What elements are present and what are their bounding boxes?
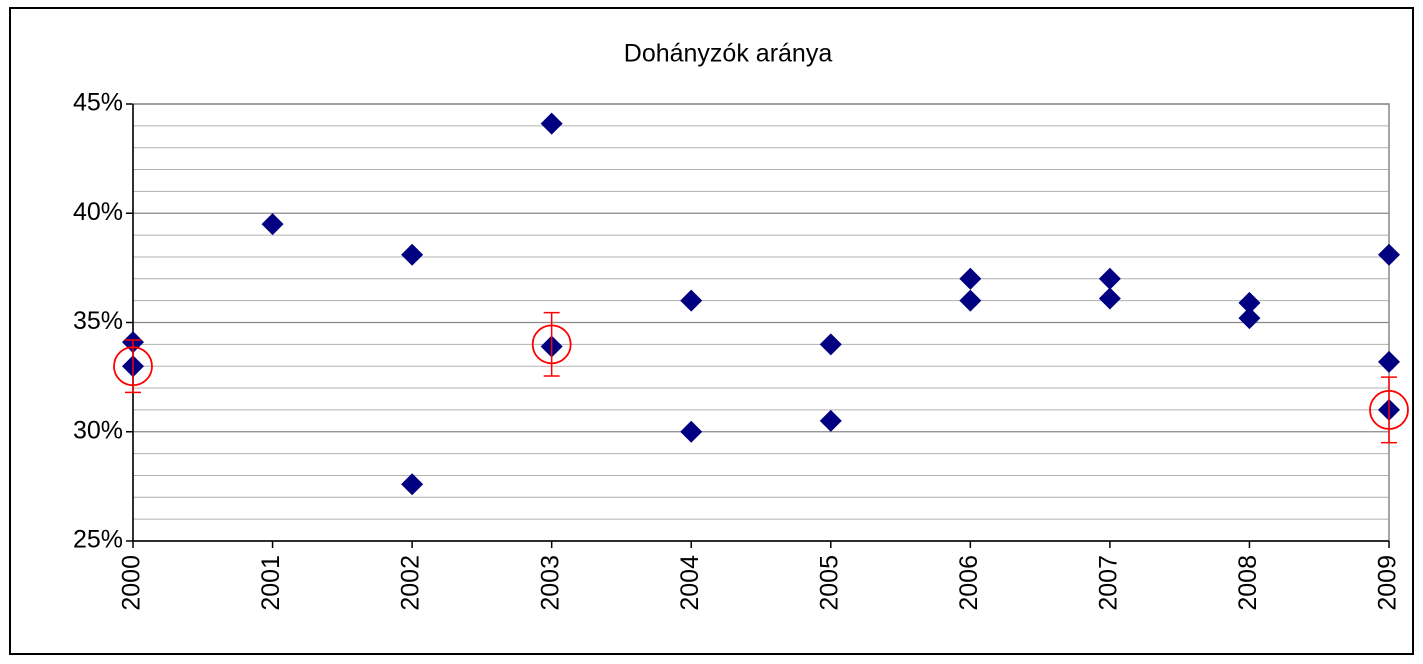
chart-title: Dohányzók aránya: [624, 40, 833, 68]
mean-marker: [113, 346, 153, 387]
y-tick-label: 30%: [73, 416, 123, 444]
mean-marker: [1369, 389, 1409, 430]
y-tick-label: 40%: [73, 198, 123, 226]
point: [1238, 307, 1261, 330]
chart-border: [9, 7, 1414, 655]
y-tick-label: 35%: [73, 307, 123, 335]
point: [1378, 243, 1400, 266]
point: [680, 289, 703, 312]
point: [680, 420, 703, 443]
error-bar: [125, 339, 141, 394]
x-tick-label: 2003: [536, 555, 564, 611]
x-tick-label: 2004: [676, 555, 704, 611]
point: [1238, 291, 1261, 314]
x-tick-label: 2006: [955, 555, 983, 611]
x-tick-label: 2000: [118, 555, 146, 611]
x-tick-label: 2007: [1094, 555, 1122, 611]
error-bar: [1381, 376, 1397, 444]
x-tick-label: 2001: [257, 555, 285, 611]
point: [819, 333, 842, 356]
x-tick-label: 2005: [815, 555, 843, 611]
point: [1378, 350, 1400, 373]
point: [401, 473, 424, 496]
point: [819, 409, 842, 432]
x-tick-label: 2009: [1374, 555, 1402, 611]
point: [540, 112, 563, 135]
mean-marker: [531, 324, 572, 365]
point: [1098, 287, 1121, 310]
x-tick-label: 2008: [1234, 555, 1262, 611]
error-bar: [543, 311, 560, 377]
point: [959, 289, 982, 312]
y-tick-label: 45%: [73, 89, 123, 117]
point: [401, 243, 424, 266]
point: [261, 213, 284, 236]
point: [959, 267, 982, 290]
x-tick-label: 2002: [397, 555, 425, 611]
point: [1098, 267, 1121, 290]
y-tick-label: 25%: [73, 526, 123, 554]
